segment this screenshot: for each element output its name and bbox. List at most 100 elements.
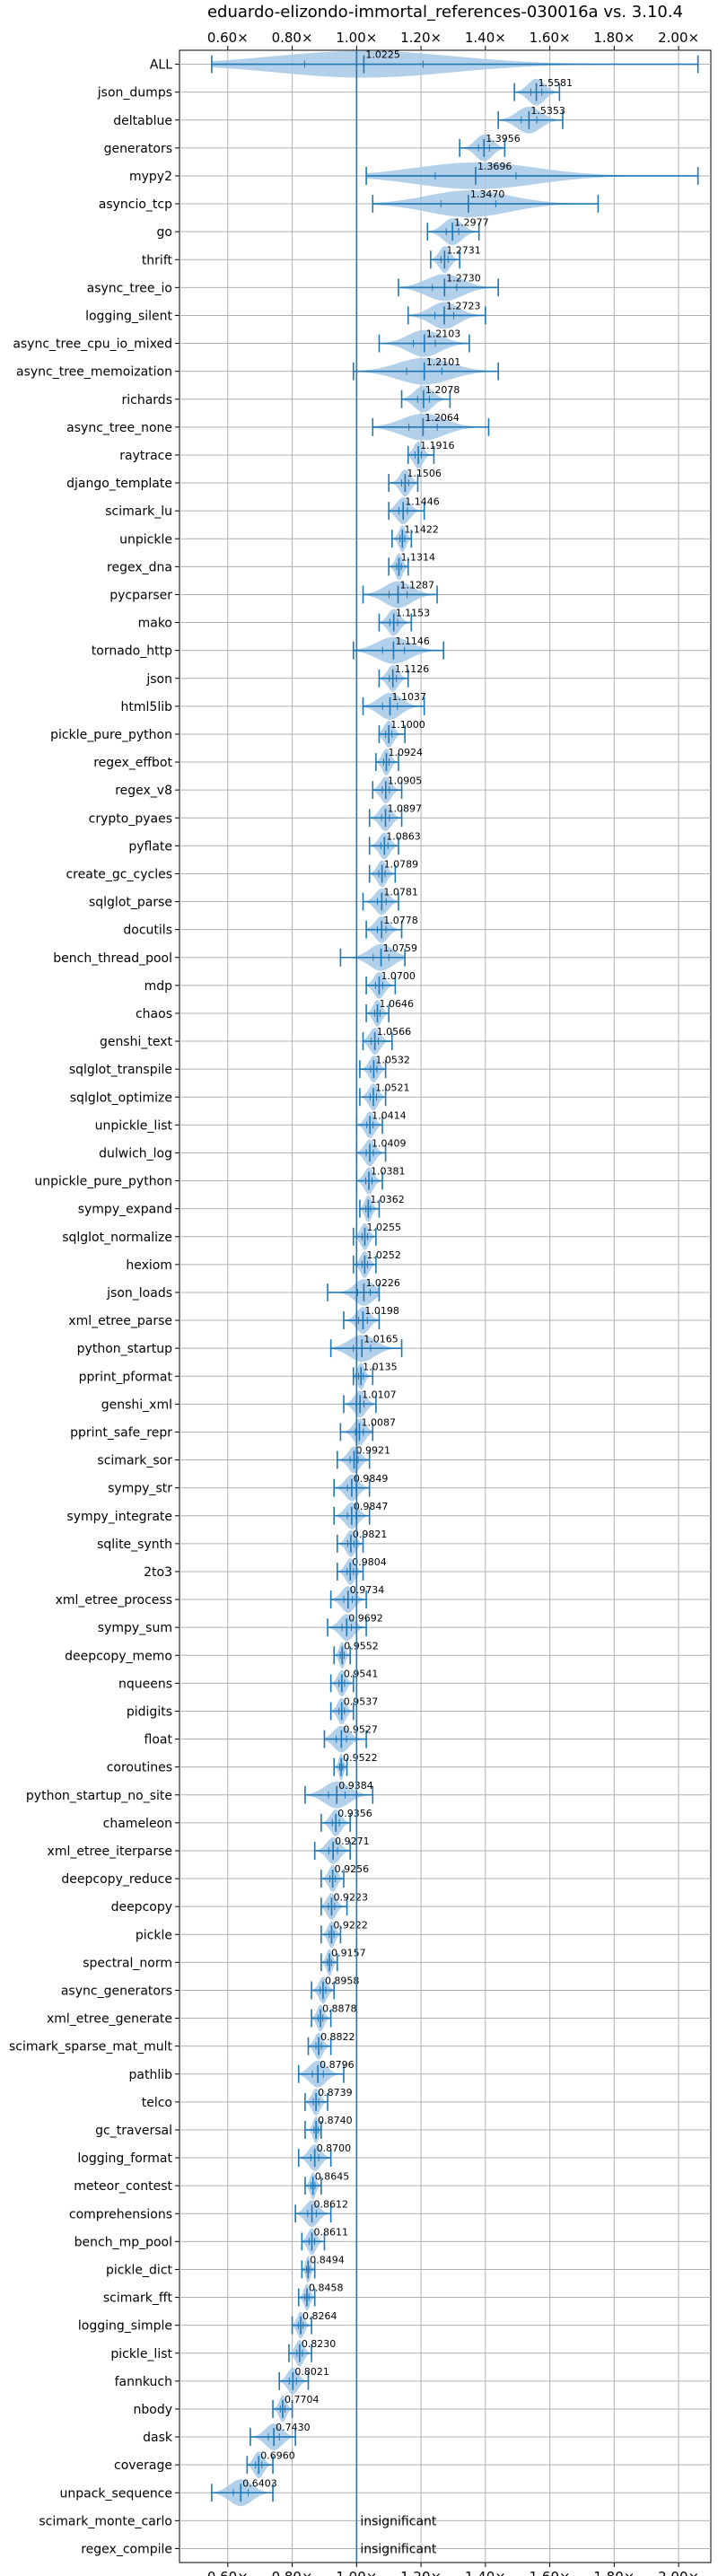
category-label: json_dumps <box>97 86 172 101</box>
x-tick-label-top: 1.40× <box>465 30 506 46</box>
value-label: 1.0255 <box>366 1222 401 1233</box>
value-label: 0.7430 <box>276 2422 311 2433</box>
category-label: bench_mp_pool <box>74 2235 172 2249</box>
category-label: sqlglot_transpile <box>69 1063 172 1077</box>
category-label: asyncio_tcp <box>99 197 172 212</box>
value-label: 0.8264 <box>302 2310 337 2322</box>
category-label: sympy_integrate <box>66 1510 172 1524</box>
category-label: regex_v8 <box>115 784 172 798</box>
value-label: 0.9223 <box>333 1891 368 1903</box>
category-label: chameleon <box>103 1817 172 1831</box>
category-label: xml_etree_process <box>56 1593 172 1608</box>
category-label: 2to3 <box>144 1565 172 1580</box>
value-label: 0.6403 <box>242 2477 277 2489</box>
category-label: regex_compile <box>81 2542 172 2556</box>
value-label: 0.8796 <box>320 2059 355 2071</box>
category-label: go <box>157 225 172 240</box>
value-label: 0.9847 <box>354 1501 389 1512</box>
category-label: unpickle <box>119 532 172 547</box>
insignificant-label: insignificant <box>360 2542 437 2556</box>
value-label: 1.0362 <box>370 1194 405 1205</box>
category-label: unpickle_pure_python <box>34 1175 172 1189</box>
category-label: python_startup_no_site <box>26 1789 172 1803</box>
value-label: 0.9527 <box>343 1724 378 1736</box>
value-label: 1.1287 <box>400 580 435 591</box>
value-label: 1.1446 <box>405 495 440 507</box>
value-label: 1.0532 <box>375 1054 410 1065</box>
category-label: coroutines <box>107 1761 172 1775</box>
value-label: 0.6960 <box>260 2449 295 2461</box>
x-tick-label-top: 1.00× <box>336 30 377 46</box>
category-label: crypto_pyaes <box>89 811 172 826</box>
x-tick-label-top: 2.00× <box>658 30 699 46</box>
value-label: 0.7704 <box>285 2394 320 2405</box>
category-label: mako <box>138 617 172 631</box>
value-label: 1.0905 <box>388 775 423 786</box>
value-label: 0.9271 <box>335 1836 370 1847</box>
x-tick-label-bottom: 0.80× <box>272 2569 313 2576</box>
category-label: telco <box>142 2096 172 2110</box>
category-label: deltablue <box>113 114 172 128</box>
value-label: 0.8958 <box>325 1976 360 1987</box>
value-label: 1.0924 <box>388 747 423 758</box>
category-label: thrift <box>142 253 173 267</box>
value-label: 1.1146 <box>395 635 430 647</box>
x-tick-label-top: 0.60× <box>207 30 249 46</box>
value-label: 1.0566 <box>377 1026 412 1038</box>
value-label: 0.8645 <box>315 2170 350 2182</box>
value-label: 0.8021 <box>294 2366 329 2378</box>
violins: 1.0225 1.5581 1.5353 1.3956 1.3696 1.3470 1.29… <box>211 49 699 2556</box>
value-label: 1.1422 <box>404 523 439 535</box>
category-label: deepcopy_memo <box>65 1649 172 1663</box>
category-label: pyflate <box>128 839 172 854</box>
value-label: 0.8458 <box>309 2282 344 2294</box>
value-label: 1.0759 <box>383 942 418 954</box>
value-label: 0.9537 <box>344 1696 379 1708</box>
category-label: pycparser <box>109 588 172 602</box>
category-label: unpack_sequence <box>60 2486 172 2501</box>
x-tick-label-top: 1.80× <box>593 30 635 46</box>
value-label: 1.2977 <box>454 216 489 228</box>
value-label: 1.2103 <box>426 329 461 340</box>
category-label: xml_etree_generate <box>47 2012 172 2027</box>
value-label: 0.9821 <box>353 1529 388 1540</box>
value-label: 1.3470 <box>470 188 505 200</box>
category-label: pidigits <box>127 1704 172 1719</box>
x-tick-label-bottom: 0.60× <box>207 2569 249 2576</box>
x-tick-label-top: 0.80× <box>272 30 313 46</box>
value-label: 0.8700 <box>317 2142 352 2154</box>
category-label: pickle <box>136 1928 172 1942</box>
category-label: sqlglot_parse <box>89 896 172 910</box>
value-label: 1.0778 <box>383 915 418 926</box>
category-label: nbody <box>134 2403 173 2417</box>
value-label: 1.2064 <box>425 412 460 424</box>
value-label: 1.0781 <box>383 887 418 898</box>
category-label: async_tree_cpu_io_mixed <box>13 337 172 352</box>
value-label: 1.0646 <box>380 998 415 1010</box>
category-label: mdp <box>144 979 173 994</box>
category-label: async_tree_io <box>87 281 172 295</box>
category-label: async_tree_memoization <box>16 365 172 380</box>
category-label: meteor_contest <box>74 2179 172 2194</box>
value-label: 1.2731 <box>446 244 481 256</box>
category-label: nqueens <box>118 1677 172 1691</box>
value-label: 1.0198 <box>364 1305 399 1317</box>
value-label: 0.9157 <box>331 1948 366 1959</box>
category-label: scimark_sparse_mat_mult <box>9 2040 172 2055</box>
category-label: generators <box>104 142 172 156</box>
value-label: 1.0381 <box>371 1166 406 1178</box>
category-label: create_gc_cycles <box>66 867 172 881</box>
value-label: 0.8740 <box>318 2115 353 2126</box>
category-label: logging_simple <box>78 2319 172 2334</box>
category-label: unpickle_list <box>95 1118 173 1133</box>
category-label: sqlite_synth <box>97 1538 172 1552</box>
value-label: 0.8494 <box>310 2255 345 2266</box>
x-tick-label-bottom: 1.00× <box>336 2569 377 2576</box>
value-label: 1.0135 <box>363 1361 398 1372</box>
category-label: docutils <box>123 924 172 938</box>
value-label: 1.1037 <box>392 691 427 703</box>
value-label: 1.2723 <box>446 301 480 312</box>
category-label: dask <box>143 2431 173 2445</box>
category-label: xml_etree_parse <box>68 1314 172 1328</box>
value-label: 0.9541 <box>344 1669 379 1680</box>
